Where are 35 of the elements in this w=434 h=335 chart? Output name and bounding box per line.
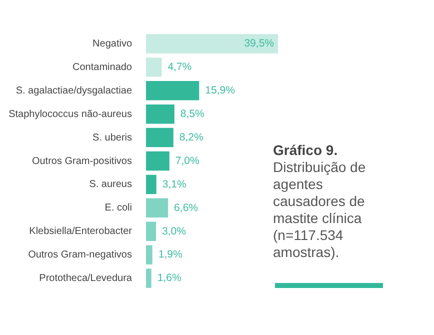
- data-label: 3,1%: [162, 178, 186, 190]
- data-label: 4,7%: [168, 61, 192, 74]
- y-tick-label: Negativo: [92, 38, 132, 50]
- y-tick-label: Outros Gram-negativos: [28, 250, 132, 261]
- bar: [146, 81, 200, 100]
- data-label: 15,9%: [205, 84, 235, 97]
- data-label: 8,5%: [180, 108, 204, 120]
- y-tick-label: S. aureus: [89, 179, 132, 190]
- y-tick-label: E. coli: [104, 202, 132, 214]
- data-label: 6,6%: [174, 202, 198, 214]
- y-tick-label: S. uberis: [92, 132, 132, 144]
- text: Distribuição de agentes causadores de mastite clínica (n=117.534 amostras).: [273, 159, 367, 261]
- bar: [146, 198, 168, 218]
- data-label: 3,0%: [162, 225, 186, 238]
- data-label: 1,6%: [157, 272, 182, 284]
- data-label: 7,0%: [175, 154, 200, 167]
- y-tick-label: Staphylococcus não-aureus: [8, 108, 132, 120]
- data-label: 39,5%: [244, 38, 274, 50]
- y-tick-label: S. agalactiae/dysgalactiae: [16, 85, 132, 96]
- y-tick-label: Klebsiella/Enterobacter: [29, 226, 133, 238]
- data-label: 1,9%: [158, 248, 182, 261]
- bar: [146, 34, 278, 54]
- bar: [146, 268, 152, 288]
- bar: [146, 222, 156, 241]
- bar: [146, 174, 156, 194]
- y-tick-label: Prototheca/Levedura: [39, 273, 132, 284]
- bar: [146, 151, 170, 171]
- y-tick-label: Outros Gram-positivos: [32, 156, 132, 167]
- y-tick-label: Contaminado: [72, 62, 132, 73]
- bar: [146, 104, 174, 124]
- bar: [146, 128, 174, 148]
- bar: [146, 58, 162, 77]
- text: Gráfico 9.: [273, 142, 339, 159]
- data-label: 8,2%: [179, 131, 204, 144]
- bar: [146, 245, 152, 264]
